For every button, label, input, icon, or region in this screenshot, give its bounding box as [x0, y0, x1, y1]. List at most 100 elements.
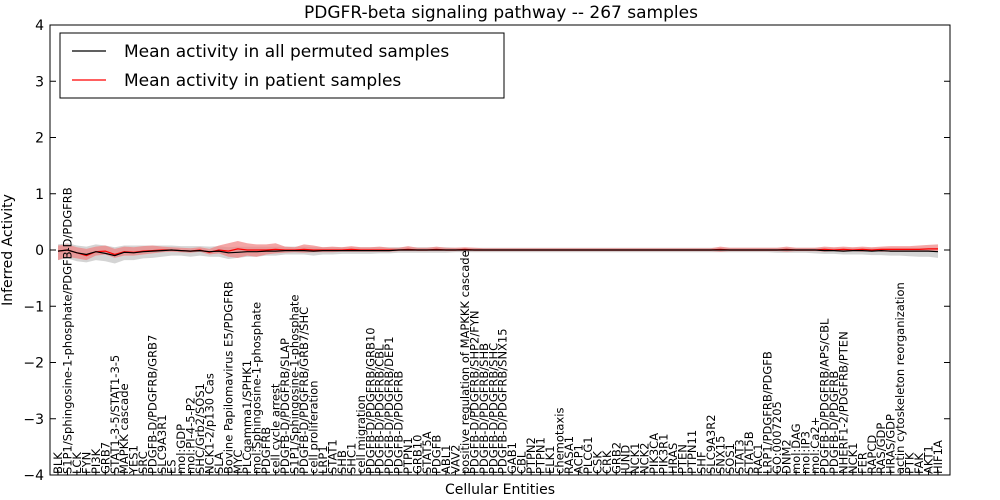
x-tick-label: mol:Ca2+	[808, 417, 822, 474]
y-tick-label: 2	[35, 131, 44, 147]
y-tick-label: −1	[23, 299, 44, 315]
x-tick-label: FYN	[79, 452, 93, 474]
x-tick-label: HRAS	[666, 443, 680, 474]
x-tick-label: PDGFB-D/PDGFRB/SHC	[486, 343, 500, 474]
x-tick-label: mol:IP3	[799, 431, 813, 474]
x-tick-label: SHF	[694, 451, 708, 474]
x-tick-label: NCK1	[628, 443, 642, 475]
x-tick-label: PIK3R1	[657, 434, 671, 475]
x-tick-label: CBL	[515, 451, 529, 474]
x-tick-label: LCK	[70, 452, 84, 474]
x-tick-label: RAS/GDP	[874, 423, 888, 474]
x-tick-label: GRB2	[609, 442, 623, 474]
x-tick-label: STAT5A	[420, 431, 434, 474]
x-tick-label: ABL1	[439, 445, 453, 474]
x-tick-label: PI3K	[89, 448, 103, 474]
x-tick-label: RASA1	[562, 436, 576, 474]
x-tick-label: MAPKK cascade	[117, 383, 131, 474]
y-tick-label: −3	[23, 412, 44, 428]
x-tick-label: SRC	[136, 451, 150, 474]
legend-label-permuted: Mean activity in all permuted samples	[124, 42, 449, 62]
x-tick-label: STAT1-3-5/STAT1-3-5	[108, 355, 122, 474]
x-tick-label: SHC/Grb2/SOS1	[193, 383, 207, 474]
x-tick-label: PDGFB-D/PDGFRB	[392, 371, 406, 474]
x-axis-label: Cellular Entities	[445, 482, 555, 498]
x-tick-label: PTPN1	[401, 437, 415, 474]
x-tick-label: AKT1	[922, 445, 936, 474]
y-tick-label: −2	[23, 356, 44, 372]
y-tick-label: 3	[35, 74, 44, 90]
legend-box	[59, 32, 505, 99]
plot-area: −4−3−2−101234BLKS1P1/Sphingosine-1-phosp…	[23, 18, 951, 484]
x-tick-label: ACP1	[571, 444, 585, 474]
x-tick-label: STAT5B	[742, 431, 756, 474]
x-tick-label: BLK	[51, 452, 65, 474]
legend-label-patient: Mean activity in patient samples	[124, 71, 401, 91]
x-tick-label: cell cycle arrest	[269, 383, 283, 474]
x-tick-label: mol:Sphingosine-1-phosphate	[250, 302, 264, 474]
x-tick-label: FAK	[912, 453, 926, 474]
x-tick-label: PDGFB-D/PDGFRB/CBL	[373, 344, 387, 474]
x-tick-label: SLA	[212, 452, 226, 474]
x-tick-label: cell migration	[354, 395, 368, 474]
x-tick-label: Bovine Papilomavirus E5/PDGFRB	[221, 281, 235, 474]
x-tick-label: DNM2	[780, 439, 794, 474]
legend: Mean activity in all permuted samples Me…	[59, 32, 505, 99]
x-tick-label: SLC9A3R2	[704, 414, 718, 474]
x-tick-label: PTK	[903, 452, 917, 474]
x-tick-label: PLCG1	[581, 436, 595, 474]
x-tick-label: PDGFB-D/PDGFRB	[827, 371, 841, 474]
x-tick-label: chemotaxis	[553, 408, 567, 474]
x-tick-label: mol:PI-4-5-P2	[184, 397, 198, 474]
x-tick-label: SOS1	[723, 443, 737, 474]
x-tick-label: PDGFB-D/PDGFRB/SLAP	[278, 338, 292, 474]
x-tick-label: mol:GDP	[174, 424, 188, 474]
x-tick-label: PTPN1	[534, 437, 548, 474]
x-tick-label: CRK	[600, 450, 614, 474]
x-tick-label: NHERF1-2/PDGFRB/PTEN	[836, 331, 850, 474]
x-tick-label: cell proliferation	[307, 380, 321, 474]
x-tick-label: PDGFB	[430, 435, 444, 474]
x-tick-label: PDGFB-D/PDGFRB/APS/CBL	[818, 318, 832, 474]
series-line-permuted	[57, 249, 939, 257]
x-tick-label: CSK	[590, 451, 604, 474]
x-tick-label: LRP1	[316, 445, 330, 474]
x-tick-label: HRAS/GDP	[884, 414, 898, 474]
x-tick-label: PDGFRB	[259, 427, 273, 474]
band-permuted	[58, 243, 938, 264]
x-tick-label: positive regulation of MAPKKK cascade	[458, 250, 472, 474]
x-tick-label: PDGFB-D/PDGFRB/SHB	[477, 343, 491, 474]
x-tick-label: RAC1	[751, 443, 765, 474]
x-tick-label: PIK3CA	[647, 433, 661, 474]
x-tick-label: STAT1	[325, 439, 339, 474]
x-tick-label: SNX15	[713, 436, 727, 474]
x-tick-label: RAPCD	[865, 435, 879, 474]
x-tick-label: ELK1	[543, 445, 557, 474]
x-tick-label: actin cytoskeleton reorganization	[893, 282, 907, 474]
x-tick-label: HIF1A	[931, 440, 945, 474]
x-tick-label: SHB	[335, 450, 349, 474]
x-tick-label: PDGFB-D/PDGFRB/DEP1	[382, 336, 396, 474]
x-tick-label: S1P1/Sphingosine-1-phosphate/PDGFB-D/PDG…	[61, 187, 75, 474]
x-tick-label: GRB10	[411, 435, 425, 474]
x-tick-label: PDGFB-D/PDGFRB/GRB7	[146, 335, 160, 474]
x-tick-label: LRP1/PDGFRB/PDGFB	[761, 351, 775, 474]
x-tick-label: PDGFB-D/PDGFRB/GRB10	[363, 327, 377, 474]
x-tick-label: PTEN	[676, 444, 690, 474]
y-tick-label: −4	[23, 468, 44, 484]
x-tick-label: PTPN2	[524, 437, 538, 474]
x-tick-label: GO:0007205	[770, 401, 784, 474]
x-tick-label: STAT3	[732, 439, 746, 474]
x-tick-label: SHC1	[344, 443, 358, 474]
x-tick-label: GRB7	[98, 442, 112, 474]
x-tick-label: YES1	[127, 445, 141, 475]
x-tick-label: PLCgamma1/SPHK1	[240, 360, 254, 474]
x-tick-label: VAV2	[448, 445, 462, 474]
y-tick-label: 1	[35, 187, 44, 203]
x-tick-label: PTPN11	[685, 430, 699, 474]
x-tick-label: PDGFB-D/PDGFRB/GRB7/SHC	[297, 307, 311, 474]
x-tick-label: NCK1	[846, 443, 860, 475]
x-tick-label: PDGFB-D/PDGFRB/SNX15	[496, 328, 510, 474]
y-tick-label: 0	[35, 243, 44, 259]
